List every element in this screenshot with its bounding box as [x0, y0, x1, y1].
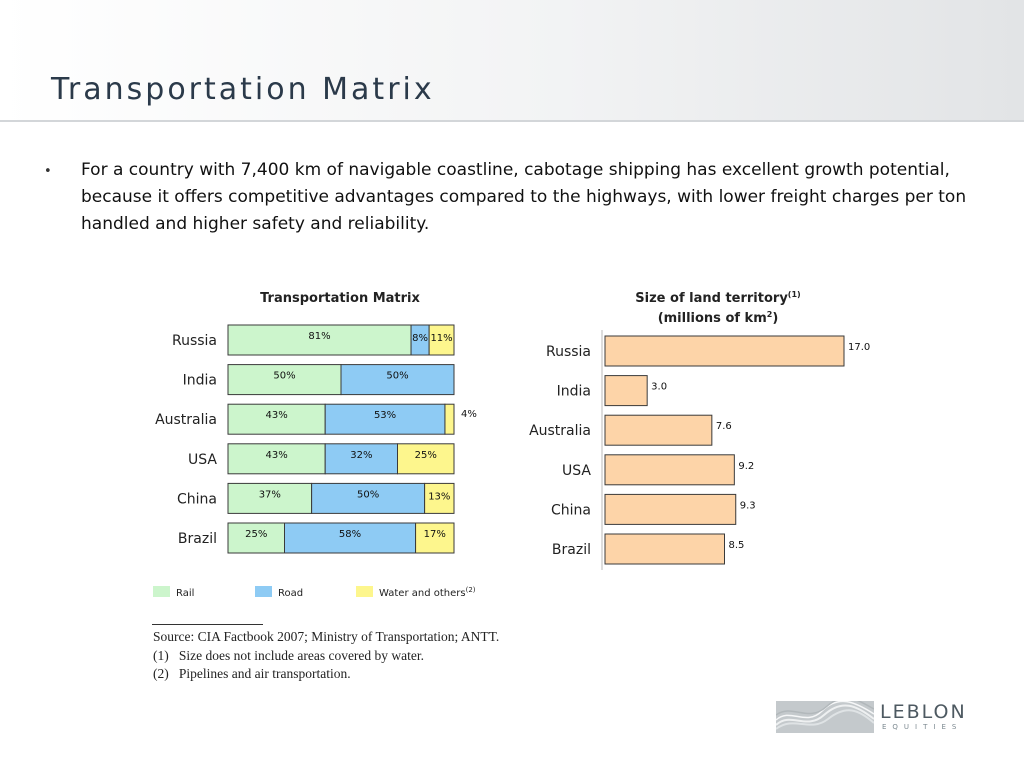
matrix-bar-russia-rail [227, 324, 412, 356]
matrix-bar-russia-water-and-others [428, 324, 455, 356]
matrix-label-russia-rail: 81% [308, 331, 330, 342]
matrix-category-brazil: Brazil [178, 531, 217, 547]
legend-label-rail: Rail [176, 588, 194, 599]
matrix-label-china-road: 50% [357, 489, 379, 500]
matrix-bar-china-water-and-others [424, 482, 455, 514]
legend-swatch-rail [153, 586, 170, 597]
territory-unit-superscript: 2 [767, 310, 773, 319]
matrix-label-australia-road: 53% [374, 410, 396, 421]
territory-chart: Russia 17.0 India 3.0 Australia 7.6 USA 9.2 Chin… [529, 330, 870, 570]
legend-swatch-water-and-others [356, 586, 373, 597]
matrix-bar-usa-rail [227, 443, 326, 475]
territory-bar-australia [604, 414, 713, 446]
bullet-text: For a country with 7,400 km of navigable… [81, 160, 967, 234]
matrix-bar-india-rail [227, 364, 342, 396]
matrix-label-china-rail: 37% [259, 489, 281, 500]
note-2-text: Pipelines and air transportation. [178, 666, 351, 681]
territory-unit-text: (millions of km [658, 311, 767, 326]
matrix-label-russia-water-and-others: 11% [430, 333, 452, 344]
legend-label-road: Road [278, 588, 303, 599]
note-1-text: Size does not include areas covered by w… [178, 647, 425, 663]
matrix-category-china: China [177, 491, 217, 507]
matrix-label-usa-rail: 43% [265, 450, 287, 461]
territory-bar-usa [604, 454, 735, 486]
footnote-rule [152, 624, 263, 625]
territory-category-india: India [557, 384, 591, 400]
matrix-category-australia: Australia [155, 412, 217, 428]
territory-category-china: China [551, 502, 591, 518]
territory-value-india: 3.0 [651, 382, 667, 393]
matrix-bar-brazil-water-and-others [415, 522, 455, 554]
note-2: (2) Pipelines and air transportation. [153, 665, 753, 684]
territory-value-brazil: 8.5 [729, 540, 745, 551]
logo-name: LEBLON [880, 701, 967, 723]
matrix-bar-india-road [340, 364, 455, 396]
matrix-bar-usa-water-and-others [397, 443, 455, 475]
matrix-label-india-road: 50% [386, 371, 408, 382]
page-title: Transportation Matrix [51, 72, 435, 107]
matrix-bar-brazil-rail [227, 522, 285, 554]
matrix-legend: Rail Road Water and others(2) [153, 586, 476, 599]
territory-value-china: 9.3 [740, 500, 756, 511]
matrix-category-russia: Russia [172, 333, 217, 349]
territory-value-russia: 17.0 [848, 342, 870, 353]
matrix-label-australia-rail: 43% [265, 410, 287, 421]
territory-value-australia: 7.6 [716, 421, 732, 432]
note-2-marker: (2) [153, 666, 169, 681]
matrix-label-usa-road: 32% [350, 450, 372, 461]
matrix-label-india-rail: 50% [273, 371, 295, 382]
territory-title-superscript: (1) [788, 290, 801, 299]
matrix-label-usa-water-and-others: 25% [415, 450, 437, 461]
territory-unit-close: ) [772, 311, 778, 326]
logo-sub: EQUITIES [882, 723, 963, 731]
note-1: (1) Size does not include areas covered … [153, 647, 753, 666]
matrix-bar-australia-rail [227, 403, 326, 435]
territory-bar-brazil [604, 533, 725, 565]
territory-title-text: Size of land territory [635, 291, 788, 306]
matrix-label-russia-road: 8% [412, 333, 428, 344]
matrix-bar-usa-road [324, 443, 398, 475]
matrix-label-china-water-and-others: 13% [428, 491, 450, 502]
matrix-label-australia-water-and-others: 4% [461, 409, 477, 420]
matrix-bar-australia-road [324, 403, 446, 435]
territory-category-russia: Russia [546, 344, 591, 360]
note-1-marker: (1) [153, 647, 169, 663]
territory-category-australia: Australia [529, 423, 591, 439]
territory-bar-russia [604, 335, 845, 367]
matrix-label-brazil-road: 58% [339, 529, 361, 540]
matrix-bar-australia-water-and-others [444, 403, 455, 435]
source-note: Source: CIA Factbook 2007; Ministry of T… [153, 629, 500, 644]
matrix-bar-brazil-road [284, 522, 417, 554]
legend-label-water-and-others: Water and others(2) [379, 586, 476, 599]
company-logo: LEBLON EQUITIES [776, 701, 982, 733]
bullet-marker: • [44, 164, 52, 179]
territory-bar-china [604, 493, 737, 525]
matrix-category-usa: USA [188, 452, 217, 468]
notes: Source: CIA Factbook 2007; Ministry of T… [153, 628, 753, 684]
matrix-category-india: India [183, 373, 217, 389]
header-band [0, 0, 1024, 122]
matrix-bar-china-road [311, 482, 426, 514]
territory-chart-title-line1: Size of land territory(1) [635, 290, 800, 306]
territory-category-usa: USA [562, 463, 591, 479]
territory-category-brazil: Brazil [552, 542, 591, 558]
legend-swatch-road [255, 586, 272, 597]
matrix-label-brazil-rail: 25% [245, 529, 267, 540]
matrix-chart-title: Transportation Matrix [260, 291, 420, 306]
matrix-label-brazil-water-and-others: 17% [424, 529, 446, 540]
territory-bar-india [604, 375, 648, 407]
matrix-chart: Russia 81% 8% 11% India 50% 50% Australia 43% 53%… [155, 324, 477, 554]
territory-chart-title-line2: (millions of km2) [658, 310, 779, 326]
territory-value-usa: 9.2 [738, 461, 754, 472]
logo-wave-icon [776, 701, 874, 733]
